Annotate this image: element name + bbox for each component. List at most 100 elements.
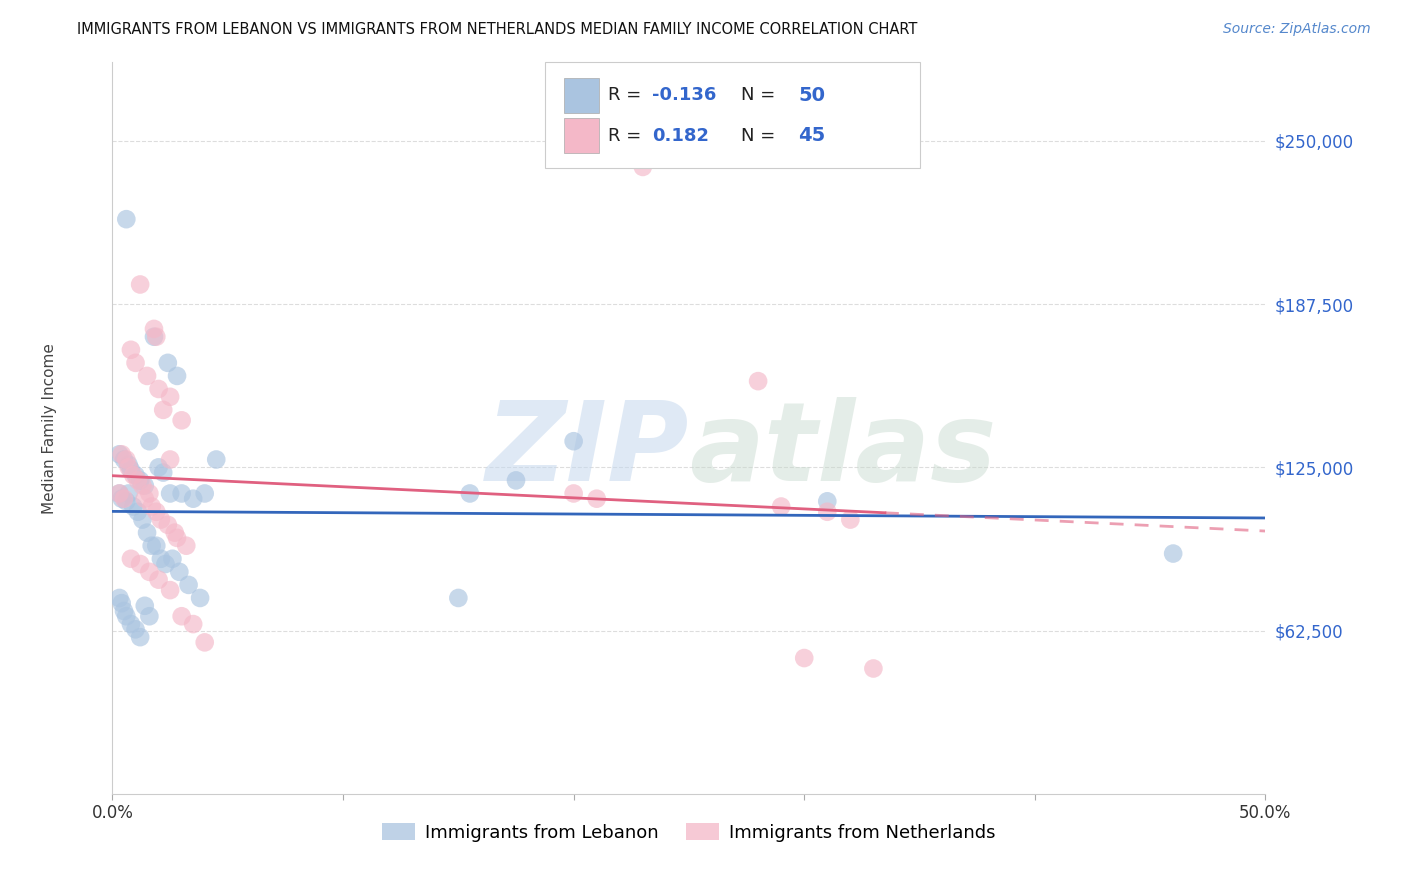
Point [585,491,607,506]
Point [562,434,585,449]
Text: 50: 50 [799,86,825,105]
Point [124,468,146,483]
Text: -0.136: -0.136 [652,87,717,104]
Point [149,512,172,526]
Text: ZIP: ZIP [485,397,689,504]
Point [124,356,146,370]
Point [129,474,152,488]
Point [145,330,167,344]
Point [141,539,163,553]
Point [159,452,181,467]
Point [115,212,138,227]
Point [112,491,135,506]
Point [115,494,138,508]
Point [131,478,153,492]
Point [177,578,200,592]
Point [152,466,174,480]
Text: 45: 45 [799,126,825,145]
Point [129,277,152,292]
Point [145,505,167,519]
Point [747,374,769,388]
Point [117,458,139,472]
Point [129,557,152,571]
Point [194,486,217,500]
Text: R =: R = [609,127,647,145]
Point [111,447,134,461]
Text: N =: N = [741,87,780,104]
Point [120,551,142,566]
Point [122,500,145,514]
Point [205,452,228,467]
Point [138,609,160,624]
Point [115,452,138,467]
Point [458,486,481,500]
Point [141,500,163,514]
Point [156,356,179,370]
Point [505,474,527,488]
Text: 0.182: 0.182 [652,127,709,145]
FancyBboxPatch shape [546,62,920,169]
Point [108,591,131,605]
Point [1161,547,1184,561]
Point [181,491,204,506]
Point [112,452,135,467]
Point [447,591,470,605]
Point [815,505,838,519]
Point [108,447,131,461]
Point [138,565,160,579]
Point [117,460,139,475]
Point [111,491,134,506]
Point [162,551,184,566]
Point [136,368,159,383]
Text: Source: ZipAtlas.com: Source: ZipAtlas.com [1223,22,1371,37]
Point [862,661,884,675]
Point [145,539,167,553]
Point [148,573,170,587]
Point [129,630,152,644]
Point [136,525,159,540]
Point [131,512,153,526]
Point [120,343,142,357]
Point [120,617,142,632]
Text: R =: R = [609,87,647,104]
Point [793,651,815,665]
Point [188,591,211,605]
Text: Median Family Income: Median Family Income [42,343,56,514]
Point [120,463,142,477]
Point [148,382,170,396]
Point [108,486,131,500]
Point [124,623,146,637]
Point [170,609,193,624]
Text: IMMIGRANTS FROM LEBANON VS IMMIGRANTS FROM NETHERLANDS MEDIAN FAMILY INCOME CORR: IMMIGRANTS FROM LEBANON VS IMMIGRANTS FR… [77,22,918,37]
Point [163,525,186,540]
Point [166,368,188,383]
Legend: Immigrants from Lebanon, Immigrants from Netherlands: Immigrants from Lebanon, Immigrants from… [373,814,1005,851]
Point [138,434,160,449]
Point [156,517,179,532]
Point [562,486,585,500]
Point [770,500,793,514]
Point [166,531,188,545]
Point [170,413,193,427]
Point [170,486,193,500]
Point [122,468,145,483]
Point [134,599,156,613]
Point [108,486,131,500]
Point [631,160,654,174]
Point [112,604,135,618]
Point [117,486,139,500]
Text: N =: N = [741,127,780,145]
Point [127,474,149,488]
Point [839,512,862,526]
FancyBboxPatch shape [564,118,599,153]
Point [159,486,181,500]
Point [155,557,177,571]
Point [149,551,172,566]
Point [111,596,134,610]
Point [169,565,191,579]
Point [143,322,166,336]
Point [815,494,838,508]
Point [194,635,217,649]
Point [159,390,181,404]
FancyBboxPatch shape [564,78,599,113]
